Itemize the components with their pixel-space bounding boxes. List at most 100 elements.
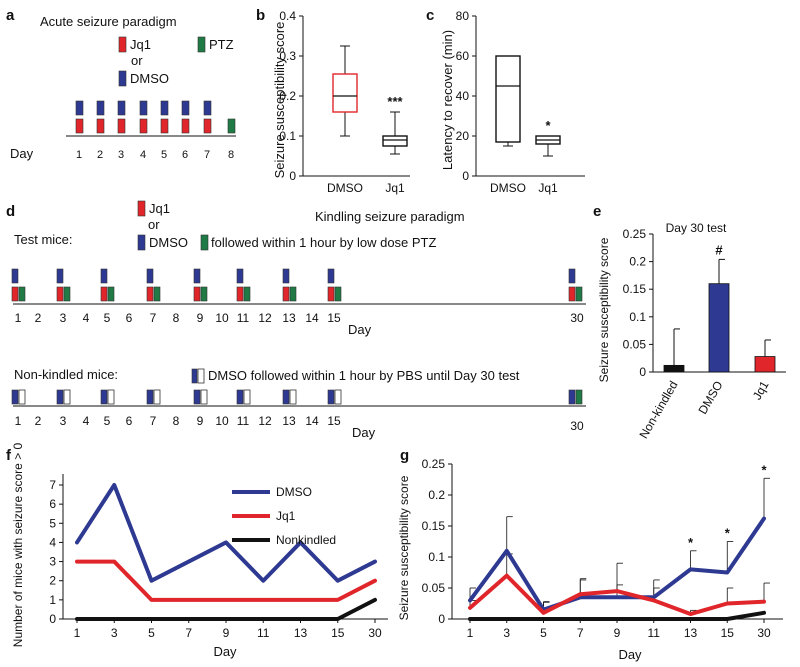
panel-d-jq1-injection — [100, 286, 108, 302]
panel-d-test-mice-label: Test mice: — [14, 232, 73, 247]
panel-a-jq1-swatch — [118, 36, 127, 53]
panel-d-jq1-injection — [568, 286, 576, 302]
panel-d-dmso-injection — [282, 268, 290, 284]
panel-g-xlabel: Day — [618, 647, 642, 662]
panel-f-ytick-label: 4 — [49, 535, 56, 549]
panel-d-jq1-injection — [236, 286, 244, 302]
panel-d-test-day-tick: 7 — [150, 311, 157, 325]
panel-c-box-dmso — [495, 55, 521, 143]
panel-e-bar-jq1 — [754, 356, 776, 373]
panel-f-ytick-label: 1 — [49, 593, 56, 607]
panel-f-ytick-label: 3 — [49, 555, 56, 569]
panel-f-line-dmso — [75, 483, 377, 583]
panel-e-ylabel: Seizure susceptibility score — [597, 237, 611, 382]
panel-d-nonkindled-label: Non-kindled mice: — [14, 367, 118, 382]
panel-a-day-label: Day — [10, 146, 34, 161]
panel-b-box-jq1 — [382, 135, 408, 147]
panel-d-ptz-injection — [18, 286, 26, 302]
panel-d-jq1-injection — [282, 286, 290, 302]
panel-d-followed-label: followed within 1 hour by low dose PTZ — [211, 235, 437, 250]
panel-g-ytick-label: 0.25 — [422, 457, 446, 471]
panel-a-jq1-injection — [160, 118, 169, 134]
panel-d-nonkindled-legend: DMSO followed within 1 hour by PBS until… — [208, 368, 520, 383]
panel-b-ytick-label: 0.3 — [279, 49, 296, 63]
panel-d-nonkindled-day-tick: 30 — [570, 419, 584, 433]
panel-g-ytick-label: 0.1 — [428, 550, 445, 564]
panel-a-ptz-injection — [227, 118, 236, 134]
panel-e-ytick-label: 0 — [639, 365, 646, 379]
panel-d-dmso-injection — [236, 268, 244, 284]
panel-d-test-day-tick: 10 — [215, 311, 229, 325]
panel-e-ytick-label: 0.05 — [623, 337, 647, 351]
panel-e-category-label: Non-kindled — [636, 379, 680, 441]
panel-a-dmso-injection — [160, 100, 169, 116]
panel-d-nonkindled-day-tick: 9 — [197, 414, 204, 428]
panel-label-d: d — [6, 203, 15, 220]
panel-d-nonkindled-dmso-injection — [568, 389, 576, 405]
panel-d-dmso-injection — [56, 268, 64, 284]
panel-f-legend-label: Jq1 — [276, 509, 296, 523]
panel-d-nonkindled-day-tick: 1 — [15, 414, 22, 428]
panel-f-ytick-label: 5 — [49, 516, 56, 530]
panel-d-pbs-injection — [107, 389, 115, 405]
panel-d-ptz-injection — [575, 286, 583, 302]
panel-d-test-day-tick: 8 — [173, 311, 180, 325]
panel-d-nonkindled-day-tick: 13 — [282, 414, 296, 428]
panel-a-day-tick: 7 — [204, 149, 210, 161]
panel-g-significance-mark: * — [725, 526, 731, 541]
panel-d-dmso-injection — [193, 268, 201, 284]
panel-b-box-dmso — [332, 73, 358, 113]
panel-a-day-tick: 6 — [182, 149, 188, 161]
panel-d-dmso-injection — [327, 268, 335, 284]
panel-g-ytick-label: 0.2 — [428, 488, 445, 502]
panel-b-ytick-label: 0.1 — [279, 129, 296, 143]
panel-d-test-day-tick: 12 — [258, 311, 272, 325]
panel-d-test-day-tick: 13 — [282, 311, 296, 325]
panel-f-xtick-label: 15 — [331, 626, 345, 640]
panel-d-dmso-label: DMSO — [149, 235, 188, 250]
panel-d-ptz-swatch — [200, 234, 209, 251]
panel-b-chart: Seizure susceptibility score 0 0.1 0.2 0.3 0… — [272, 9, 410, 195]
panel-e-significance-mark: # — [715, 242, 723, 257]
panel-g-significance-mark: * — [761, 462, 767, 477]
panel-d-dmso-injection — [11, 268, 19, 284]
panel-e-title: Day 30 test — [666, 221, 727, 235]
panel-g-significance-mark: * — [688, 535, 694, 550]
panel-d-nonkindled-day-tick: 11 — [237, 414, 250, 428]
panel-f-ytick-label: 2 — [49, 574, 56, 588]
panel-a-day-tick: 8 — [228, 149, 234, 161]
panel-b-category-label: DMSO — [327, 181, 363, 195]
panel-label-f: f — [6, 447, 12, 464]
panel-e-category-label: DMSO — [695, 379, 725, 417]
panel-label-e: e — [593, 203, 601, 220]
panel-d-test-day-tick: 4 — [83, 311, 90, 325]
panel-d-pbs-injection — [200, 389, 208, 405]
panel-d-nonkindled-day-tick: 10 — [215, 414, 229, 428]
panel-g-ytick-label: 0 — [438, 612, 445, 626]
panel-c-ytick-label: 20 — [456, 129, 470, 143]
panel-d-test-day-tick: 1 — [15, 311, 22, 325]
panel-a-day-tick: 3 — [118, 149, 124, 161]
panel-c-ytick-label: 40 — [456, 89, 470, 103]
panel-a-ptz-label: PTZ — [209, 37, 234, 52]
panel-d-ptz-injection — [107, 286, 115, 302]
panel-a-or-label: or — [131, 53, 143, 68]
panel-d-pbs-injection — [334, 389, 342, 405]
panel-g-xtick-label: 3 — [503, 626, 510, 640]
panel-d-jq1-injection — [11, 286, 19, 302]
panel-d-pbs-injection — [18, 389, 26, 405]
panel-g-xtick-label: 9 — [614, 626, 621, 640]
panel-d-test-day-tick: 11 — [237, 311, 250, 325]
panel-b-significance-mark: *** — [387, 94, 403, 109]
panel-d-ptz-injection — [63, 286, 71, 302]
panel-d-test-day-tick: 14 — [305, 311, 319, 325]
panel-g-ytick-label: 0.05 — [422, 581, 446, 595]
panel-a-dmso-label: DMSO — [130, 71, 169, 86]
panel-c-category-label: DMSO — [490, 181, 526, 195]
panel-c-ytick-label: 80 — [456, 9, 470, 23]
panel-d-nonkindled-dmso-swatch — [191, 368, 198, 384]
panel-d-title: Kindling seizure paradigm — [315, 209, 465, 224]
panel-f-xtick-label: 9 — [223, 626, 230, 640]
panel-e-chart: Day 30 test Seizure susceptibility score… — [597, 221, 786, 441]
